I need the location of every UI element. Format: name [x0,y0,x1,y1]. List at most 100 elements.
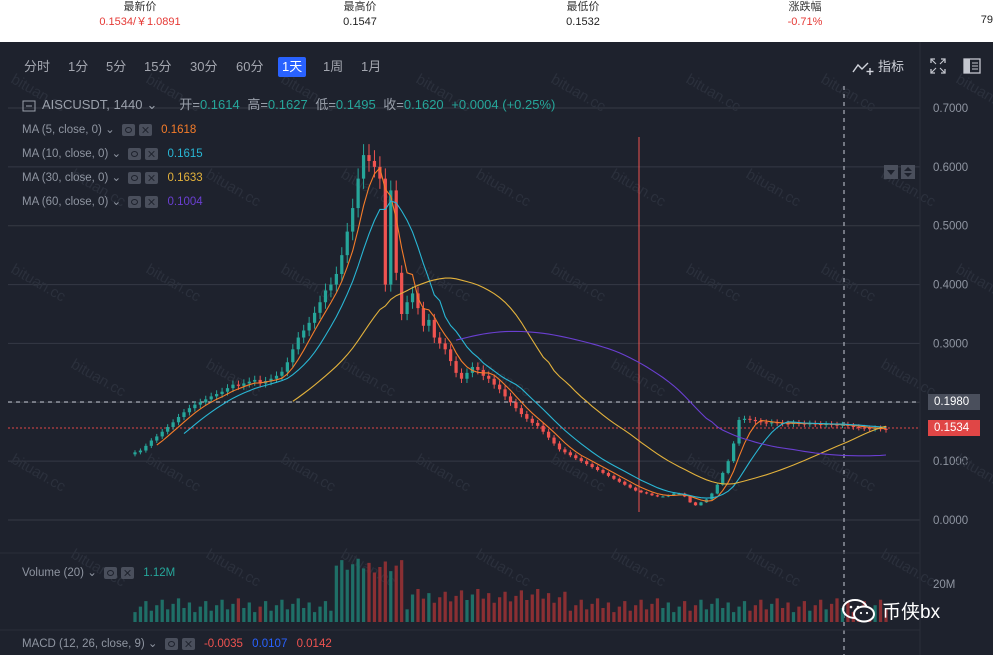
candle-body [155,436,159,441]
volume-bar [187,602,192,622]
fullscreen-button[interactable] [928,56,948,81]
ma30-legend[interactable]: MA (30, close, 0) ⌄ 0.1633 [22,171,203,184]
ticker-low: 最低价 0.1532 [503,0,663,30]
volume-bar [530,594,534,622]
collapse-legend-icon[interactable] [22,100,36,112]
volume-bar [383,561,387,622]
close-icon[interactable] [138,123,152,136]
candle-body [563,449,567,453]
open-label: 开= [179,97,200,112]
volume-bar [557,597,562,622]
ma-label[interactable]: MA (60, close, 0) [22,196,109,208]
candle-body [405,302,409,314]
tf-1mo[interactable]: 1月 [361,59,382,74]
volume-bar [274,605,279,622]
candle-body [650,493,654,496]
candle-body [661,496,665,498]
ma-value: 0.1615 [167,148,203,160]
volume-bar [873,605,877,622]
price-tick-label: 0.6000 [933,162,968,174]
symbol-name[interactable]: AISCUSDT, 1440 [42,97,143,112]
candle-body [585,461,589,465]
eye-icon[interactable] [128,171,142,184]
volume-bar [514,595,518,622]
candle-body [318,302,322,313]
candle-body [644,492,649,494]
candle-body [383,178,387,285]
volume-bar [742,601,747,622]
macd-label[interactable]: MACD (12, 26, close, 9) [22,638,145,650]
ma5-legend[interactable]: MA (5, close, 0) ⌄ 0.1618 [22,123,197,136]
volume-bar [476,589,480,622]
volume-bar [302,607,306,622]
ma10-legend[interactable]: MA (10, close, 0) ⌄ 0.1615 [22,147,203,160]
close-icon[interactable] [145,195,159,208]
tf-fenshi[interactable]: 分时 [24,59,51,74]
candle-body [220,391,224,395]
volume-bar [318,606,322,622]
volume-bar [307,602,311,622]
tf-1m[interactable]: 1分 [68,59,89,74]
volume-bar [759,599,763,622]
macd-value-3: 0.0142 [296,638,332,650]
watermark-text: bituan.cc [608,546,669,591]
tf-1w[interactable]: 1周 [323,59,344,74]
tf-5m[interactable]: 5分 [106,59,127,74]
ticker-value: -0.71% [787,16,823,28]
candle-body [427,319,431,326]
volume-bar [220,599,224,622]
volume-bar [699,599,703,622]
volume-bar [209,610,213,622]
volume-bar [672,612,676,622]
volume-legend[interactable]: Volume (20) ⌄ 1.12M [22,566,176,579]
eye-icon[interactable] [128,195,142,208]
volume-bar [405,609,409,622]
volume-bar [601,607,605,622]
change-value: +0.0004 (+0.25%) [451,97,556,112]
candle-body [595,467,600,470]
eye-icon[interactable] [164,637,178,650]
indicators-button[interactable]: 指标 [852,57,904,77]
volume-bar [253,612,257,622]
candle-body [361,155,366,179]
candle-body [715,484,719,494]
eye-icon[interactable] [121,123,135,136]
price-chart[interactable]: 0.7000 0.6000 0.5000 0.4000 0.3000 0.1000 0.00… [0,42,993,655]
symbol-legend: AISCUSDT, 1440 ⌄ 开=0.1614 高=0.1627 低=0.149… [22,94,559,112]
candle-body [862,427,866,429]
volume-bar [198,606,202,622]
watermark-text: bituan.cc [953,451,993,496]
volume-bar [470,594,475,622]
macd-legend[interactable]: MACD (12, 26, close, 9) ⌄ -0.0035 0.0107… [22,637,332,650]
candle-body [351,208,355,232]
ma-value: 0.1004 [167,196,203,208]
watermark-text: bituan.cc [143,261,204,306]
close-icon[interactable] [181,637,195,650]
ma60-legend[interactable]: MA (60, close, 0) ⌄ 0.1004 [22,195,203,208]
close-icon[interactable] [121,566,135,579]
legend-toggle[interactable] [884,165,916,184]
ma-label[interactable]: MA (5, close, 0) [22,124,102,136]
chart-settings-button[interactable] [962,56,982,81]
volume-bar [824,609,828,622]
candle-body [759,421,763,423]
candle-body [133,452,137,455]
close-icon[interactable] [145,171,159,184]
close-icon[interactable] [145,147,159,160]
volume-label[interactable]: Volume (20) [22,567,85,579]
candle-body [530,418,534,423]
tf-1d[interactable]: 1天 [278,57,307,77]
candle-body [508,396,513,403]
volume-bar [666,602,670,622]
volume-bar [149,610,153,622]
tf-15m[interactable]: 15分 [144,59,172,74]
ma-label[interactable]: MA (10, close, 0) [22,148,109,160]
chevron-down-icon[interactable]: ⌄ [146,97,158,112]
eye-icon[interactable] [104,566,118,579]
candle-body [487,375,491,379]
eye-icon[interactable] [128,147,142,160]
ma-label[interactable]: MA (30, close, 0) [22,172,109,184]
tf-60m[interactable]: 60分 [236,59,264,74]
tf-30m[interactable]: 30分 [190,59,218,74]
